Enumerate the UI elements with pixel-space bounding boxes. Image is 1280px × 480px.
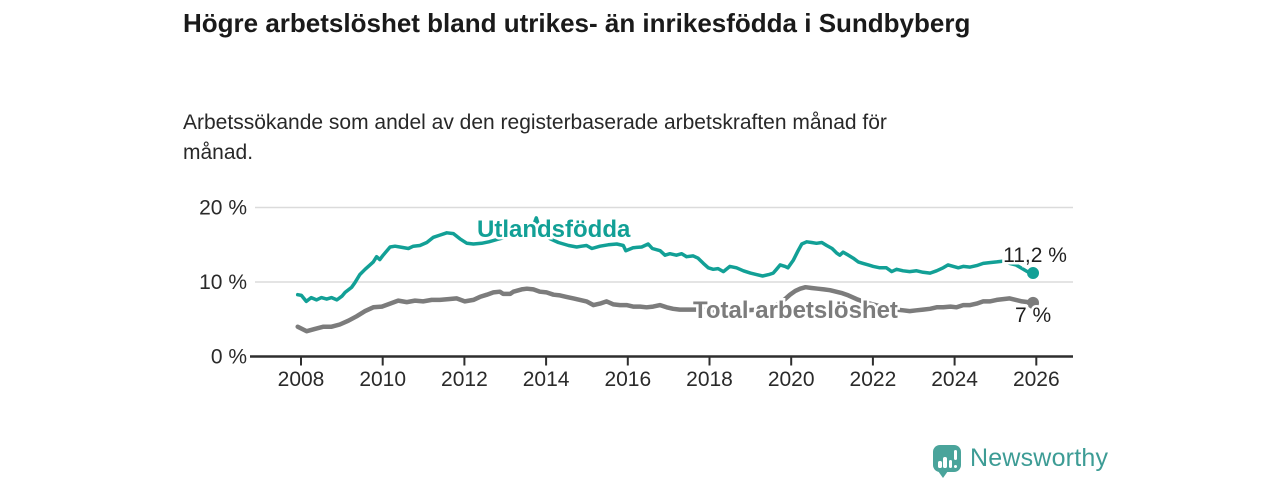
series-end-value-2: 7 % xyxy=(1015,304,1051,327)
newsworthy-logo[interactable]: Newsworthy xyxy=(933,444,1109,478)
series-line-2 xyxy=(295,284,1036,334)
x-tick-label: 2008 xyxy=(278,368,325,391)
x-tick-label: 2016 xyxy=(604,368,651,391)
x-tick-label: 2014 xyxy=(523,368,570,391)
x-tick-label: 2020 xyxy=(768,368,815,391)
series-line-1 xyxy=(295,216,1035,304)
chart-title: Högre arbetslöshet bland utrikes- än inr… xyxy=(183,8,971,38)
series-end-dot-2 xyxy=(1027,296,1040,309)
y-tick-label: 20 % xyxy=(199,197,247,220)
x-tick-label: 2012 xyxy=(441,368,488,391)
chart-subtitle: Arbetssökande som andel av den registerb… xyxy=(183,111,887,164)
x-tick-label: 2024 xyxy=(931,368,978,391)
y-tick-label: 0 % xyxy=(211,346,247,369)
newsworthy-brand-text: Newsworthy xyxy=(970,444,1109,472)
series-end-dot-1 xyxy=(1027,267,1040,280)
series-end-value-1: 11,2 % xyxy=(1003,244,1067,267)
newsworthy-logo-icon xyxy=(933,445,961,478)
x-tick-label: 2022 xyxy=(850,368,897,391)
series-name-label-1: Utlandsfödda xyxy=(477,216,631,243)
x-tick-label: 2026 xyxy=(1013,368,1060,391)
x-tick-label: 2018 xyxy=(686,368,733,391)
x-tick-label: 2010 xyxy=(359,368,406,391)
series-name-label-2: Total arbetslöshet xyxy=(693,297,898,324)
y-tick-label: 10 % xyxy=(199,271,247,294)
